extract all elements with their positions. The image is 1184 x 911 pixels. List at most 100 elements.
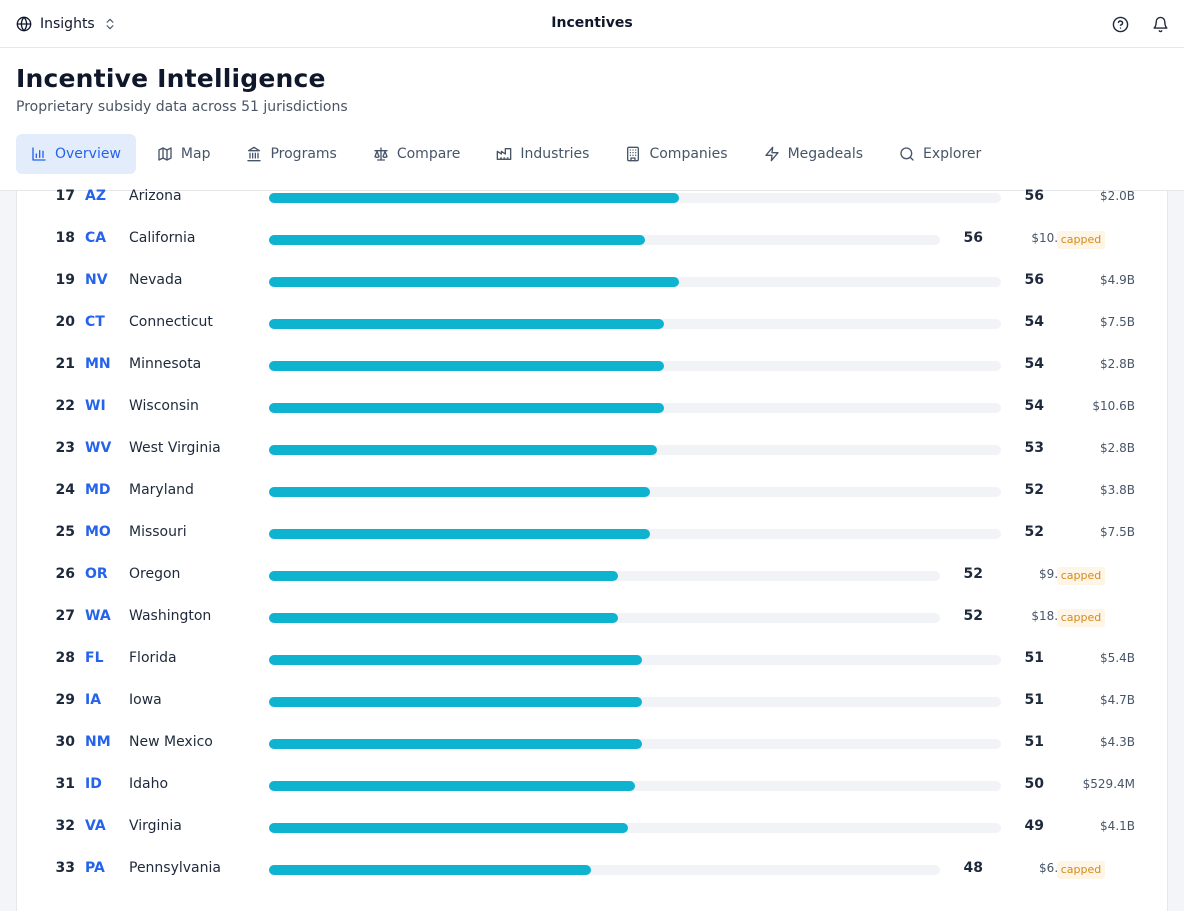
state-code-link[interactable]: PA — [85, 860, 105, 876]
rank-number: 21 — [55, 356, 75, 372]
ranking-row[interactable]: 23 WV West Virginia 53 $2.8B — [17, 428, 1169, 470]
tab-overview[interactable]: Overview — [16, 134, 136, 174]
ranking-row[interactable]: 17 AZ Arizona 56 $2.0B — [17, 176, 1169, 218]
subsidy-amount: $4.9B — [1100, 273, 1135, 287]
ranking-row[interactable]: 18 CA California 56 $10.1B capped — [17, 218, 1169, 260]
subsidy-amount: $10.6B — [1092, 399, 1135, 413]
score-bar-fill — [269, 277, 679, 287]
zap-icon — [764, 146, 780, 162]
top-bar: Insights Incentives — [0, 0, 1184, 48]
score-bar-fill — [269, 697, 642, 707]
state-code-link[interactable]: WI — [85, 398, 106, 414]
subsidy-amount: $7.5B — [1100, 315, 1135, 329]
score-value: 52 — [963, 566, 983, 582]
subsidy-amount: $2.8B — [1100, 357, 1135, 371]
state-code-link[interactable]: MD — [85, 482, 111, 498]
score-bar-fill — [269, 361, 664, 371]
subsidy-amount: $2.8B — [1100, 441, 1135, 455]
ranking-row[interactable]: 28 FL Florida 51 $5.4B — [17, 638, 1169, 680]
score-value: 50 — [1024, 776, 1044, 792]
workspace-switcher[interactable]: Insights — [16, 14, 117, 34]
tab-label: Industries — [520, 146, 590, 162]
ranking-row[interactable]: 30 NM New Mexico 51 $4.3B — [17, 722, 1169, 764]
score-bar-fill — [269, 823, 628, 833]
score-bar-fill — [269, 865, 591, 875]
tab-megadeals[interactable]: Megadeals — [749, 134, 878, 174]
ranking-row[interactable]: 21 MN Minnesota 54 $2.8B — [17, 344, 1169, 386]
help-icon[interactable] — [1110, 14, 1130, 34]
capped-badge: capped — [1057, 609, 1105, 627]
globe-icon — [16, 16, 32, 32]
state-name: New Mexico — [129, 734, 213, 750]
state-code-link[interactable]: MO — [85, 524, 111, 540]
state-name: Washington — [129, 608, 212, 624]
score-bar-track — [269, 193, 1001, 203]
tab-companies[interactable]: Companies — [610, 134, 742, 174]
score-bar-track — [269, 529, 1001, 539]
state-code-link[interactable]: WV — [85, 440, 112, 456]
score-bar-track — [269, 445, 1001, 455]
state-code-link[interactable]: CA — [85, 230, 107, 246]
bell-icon[interactable] — [1150, 14, 1170, 34]
ranking-row[interactable]: 29 IA Iowa 51 $4.7B — [17, 680, 1169, 722]
tab-label: Compare — [396, 146, 461, 162]
state-code-link[interactable]: AZ — [85, 188, 106, 204]
ranking-row[interactable]: 31 ID Idaho 50 $529.4M — [17, 764, 1169, 806]
factory-icon — [496, 146, 512, 162]
tab-compare[interactable]: Compare — [358, 134, 476, 174]
subsidy-amount: $3.8B — [1100, 483, 1135, 497]
score-value: 54 — [1024, 314, 1044, 330]
ranking-row[interactable]: 25 MO Missouri 52 $7.5B — [17, 512, 1169, 554]
state-name: Iowa — [129, 692, 162, 708]
state-code-link[interactable]: OR — [85, 566, 108, 582]
state-code-link[interactable]: NM — [85, 734, 111, 750]
score-value: 51 — [1024, 650, 1044, 666]
score-bar-track — [269, 403, 1001, 413]
score-bar-track — [269, 655, 1001, 665]
state-name: Wisconsin — [129, 398, 199, 414]
state-name: Connecticut — [129, 314, 213, 330]
score-bar-track — [269, 613, 940, 623]
state-code-link[interactable]: MN — [85, 356, 111, 372]
capped-badge: capped — [1057, 567, 1105, 585]
score-value: 56 — [1024, 188, 1044, 204]
rank-number: 23 — [55, 440, 75, 456]
tab-industries[interactable]: Industries — [481, 134, 604, 174]
ranking-row[interactable]: 19 NV Nevada 56 $4.9B — [17, 260, 1169, 302]
score-value: 51 — [1024, 734, 1044, 750]
score-bar-track — [269, 823, 1001, 833]
tab-label: Explorer — [923, 146, 982, 162]
tab-bar: Overview Map Programs — [16, 134, 1002, 174]
score-bar-track — [269, 865, 940, 875]
rank-number: 33 — [55, 860, 75, 876]
score-bar-fill — [269, 487, 650, 497]
state-name: California — [129, 230, 196, 246]
ranking-row[interactable]: 24 MD Maryland 52 $3.8B — [17, 470, 1169, 512]
score-bar-fill — [269, 529, 650, 539]
tab-programs[interactable]: Programs — [231, 134, 351, 174]
capped-badge: capped — [1057, 861, 1105, 879]
ranking-row[interactable]: 20 CT Connecticut 54 $7.5B — [17, 302, 1169, 344]
rank-number: 25 — [55, 524, 75, 540]
state-code-link[interactable]: VA — [85, 818, 106, 834]
rank-number: 18 — [55, 230, 75, 246]
ranking-row[interactable]: 27 WA Washington 52 $18.9B capped — [17, 596, 1169, 638]
state-name: Maryland — [129, 482, 194, 498]
state-code-link[interactable]: FL — [85, 650, 104, 666]
state-code-link[interactable]: NV — [85, 272, 108, 288]
ranking-row[interactable]: 22 WI Wisconsin 54 $10.6B — [17, 386, 1169, 428]
state-code-link[interactable]: CT — [85, 314, 105, 330]
tab-map[interactable]: Map — [142, 134, 226, 174]
score-value: 49 — [1024, 818, 1044, 834]
state-name: Nevada — [129, 272, 183, 288]
state-code-link[interactable]: IA — [85, 692, 102, 708]
ranking-row[interactable]: 32 VA Virginia 49 $4.1B — [17, 806, 1169, 848]
subsidy-amount: $7.5B — [1100, 525, 1135, 539]
tab-explorer[interactable]: Explorer — [884, 134, 996, 174]
state-code-link[interactable]: WA — [85, 608, 111, 624]
state-code-link[interactable]: ID — [85, 776, 102, 792]
score-value: 51 — [1024, 692, 1044, 708]
state-name: Oregon — [129, 566, 181, 582]
